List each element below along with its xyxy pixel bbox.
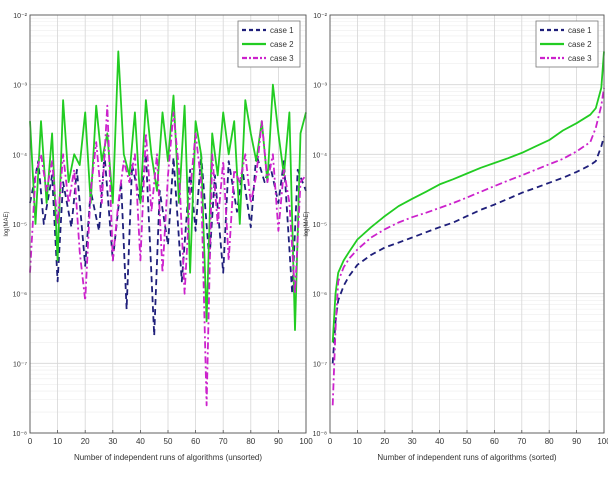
y-tick-label: 10⁻⁶ <box>313 292 327 299</box>
chart-panel-1: 0 10 20 30 40 50 60 70 80 90 100 10⁻⁸ 10⁻⁷ 10⁻⁶ 10⁻⁵ 10… <box>4 13 313 462</box>
x-tick-label: 40 <box>435 437 444 446</box>
legend-label-case-2: case 2 <box>568 40 592 49</box>
legend-label-case-1: case 1 <box>270 26 294 35</box>
x-tick-label: 70 <box>219 437 228 446</box>
y-tick-label: 10⁻⁸ <box>313 431 327 438</box>
series-line-case-2 <box>331 51 605 343</box>
y-tick-label: 10⁻⁶ <box>13 292 27 299</box>
x-tick-label: 20 <box>380 437 389 446</box>
x-tick-label: 80 <box>545 437 554 446</box>
x-tick-label: 40 <box>136 437 145 446</box>
x-tick-label: 100 <box>597 437 608 446</box>
x-tick-label: 70 <box>517 437 526 446</box>
legend: case 1 case 2 case 3 <box>535 20 599 68</box>
y-tick-label: 10⁻² <box>13 13 27 20</box>
y-tick-label: 10⁻⁴ <box>313 152 328 159</box>
y-tick-label: 10⁻⁷ <box>13 361 27 368</box>
x-tick-label: 60 <box>191 437 200 446</box>
legend-label-case-2: case 2 <box>270 40 294 49</box>
y-tick-label: 10⁻⁵ <box>313 222 327 229</box>
y-tick-label: 10⁻⁸ <box>13 431 27 438</box>
y-axis-label: log(MAE) <box>304 211 310 236</box>
series-line-case-1 <box>331 136 605 364</box>
x-tick-label: 60 <box>490 437 499 446</box>
legend-label-case-3: case 3 <box>568 54 592 63</box>
series-line-case-3 <box>29 104 307 407</box>
x-tick-label: 20 <box>81 437 90 446</box>
chart-panel-2: 0 10 20 30 40 50 60 70 80 90 100 10⁻⁸ 10⁻⁷ 10⁻⁶ 10⁻⁵ 10… <box>304 13 608 462</box>
y-tick-label: 10⁻² <box>313 13 327 20</box>
x-tick-label: 90 <box>274 437 283 446</box>
y-tick-label: 10⁻⁴ <box>13 152 28 159</box>
legend-label-case-3: case 3 <box>270 54 294 63</box>
x-axis-label: Number of independent runs of algorithms… <box>74 453 262 462</box>
legend-label-case-1: case 1 <box>568 26 592 35</box>
x-tick-label: 80 <box>246 437 255 446</box>
series-line-case-3 <box>331 87 605 406</box>
x-tick-label: 0 <box>328 437 333 446</box>
y-tick-label: 10⁻⁵ <box>13 222 27 229</box>
y-tick-label: 10⁻⁷ <box>313 361 327 368</box>
x-tick-label: 50 <box>463 437 472 446</box>
y-axis-label: log(MAE) <box>4 211 10 236</box>
x-tick-label: 10 <box>53 437 62 446</box>
x-tick-label: 50 <box>164 437 173 446</box>
x-tick-label: 30 <box>408 437 417 446</box>
x-tick-label: 90 <box>572 437 581 446</box>
y-tick-label: 10⁻³ <box>13 83 27 90</box>
x-tick-label: 100 <box>299 437 313 446</box>
x-axis-label: Number of independent runs of algorithms… <box>377 453 557 462</box>
x-tick-label: 10 <box>353 437 362 446</box>
legend: case 1 case 2 case 3 <box>237 20 301 68</box>
x-tick-label: 0 <box>28 437 33 446</box>
x-tick-label: 30 <box>108 437 117 446</box>
y-tick-label: 10⁻³ <box>313 83 327 90</box>
